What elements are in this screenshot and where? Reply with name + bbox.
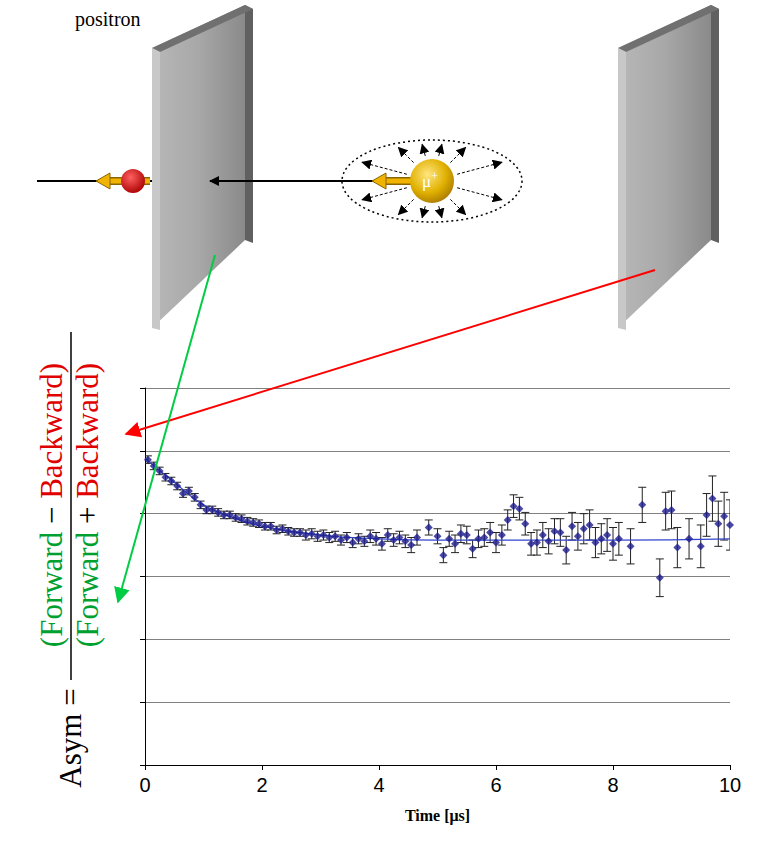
svg-text:10: 10 bbox=[719, 774, 741, 796]
svg-text:8: 8 bbox=[607, 774, 618, 796]
svg-text:Asym =: Asym = bbox=[53, 688, 88, 787]
svg-text:Time [μs]: Time [μs] bbox=[405, 807, 470, 825]
svg-text:0: 0 bbox=[139, 774, 150, 796]
svg-text:(Forward + Backward): (Forward + Backward) bbox=[70, 363, 105, 647]
svg-text:6: 6 bbox=[490, 774, 501, 796]
svg-text:(Forward − Backward): (Forward − Backward) bbox=[34, 363, 69, 647]
svg-text:μ+: μ+ bbox=[422, 169, 438, 191]
svg-text:4: 4 bbox=[373, 774, 384, 796]
svg-text:2: 2 bbox=[256, 774, 267, 796]
svg-text:positron: positron bbox=[75, 8, 141, 31]
